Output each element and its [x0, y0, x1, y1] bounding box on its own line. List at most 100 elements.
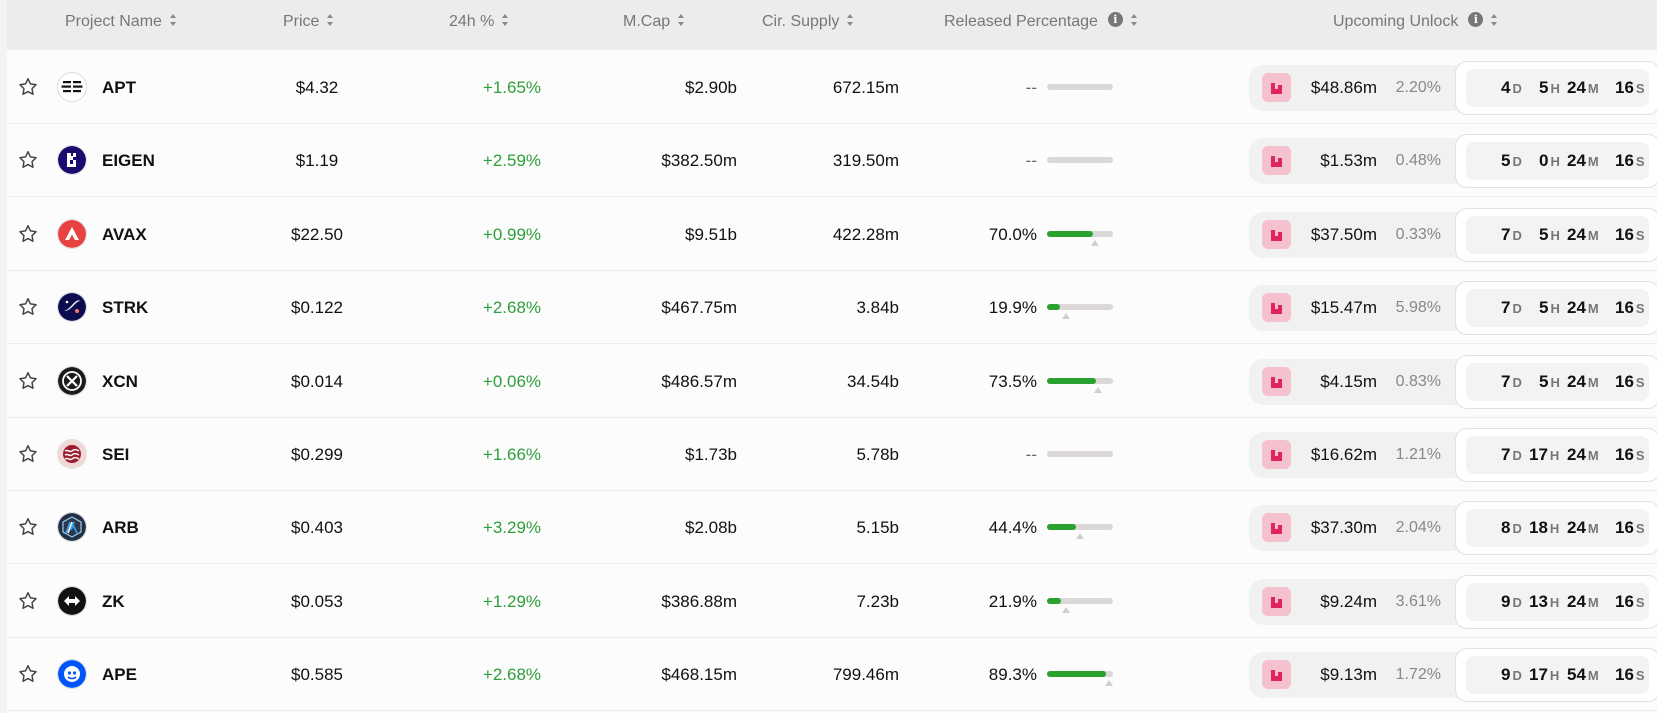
favorite-star-icon[interactable] — [17, 663, 39, 685]
countdown-d-unit: D — [1512, 81, 1522, 96]
countdown-inner: 9 D 17 H 54 M 16 S — [1466, 656, 1649, 695]
countdown-d-unit: D — [1512, 154, 1522, 170]
header-released-percentage[interactable]: Released Percentage i — [944, 0, 1138, 44]
table-row[interactable]: STRK $0.122 +2.68% $467.75m 3.84b 19.9% $15.47… — [7, 271, 1657, 345]
unlock-chart-icon — [1262, 146, 1291, 176]
project-symbol[interactable]: SEI — [102, 445, 130, 464]
upcoming-unlock-card[interactable]: $4.15m 0.83% 7 D 5 H 24 M 16 S — [1249, 354, 1657, 409]
eigen-logo-icon — [57, 145, 87, 176]
project-symbol[interactable]: APT — [102, 78, 136, 97]
countdown-h-value: 0 — [1539, 151, 1549, 171]
countdown-d-unit: D — [1512, 374, 1522, 390]
unlock-percentage: 1.21% — [1395, 446, 1441, 463]
upcoming-unlock-card[interactable]: $48.86m 2.20% 4 D 5 H 24 M 16 S — [1249, 61, 1657, 115]
favorite-star-icon[interactable] — [17, 443, 39, 465]
released-progress-bar — [1047, 597, 1113, 613]
sort-icon[interactable] — [327, 13, 334, 26]
project-symbol[interactable]: XCN — [102, 371, 138, 391]
favorite-star-icon[interactable] — [17, 76, 39, 98]
change-24h-value: +0.06% — [482, 371, 542, 391]
released-percentage-value: 73.5% — [988, 371, 1037, 391]
info-icon[interactable]: i — [1107, 12, 1123, 28]
cir-supply-value: 422.28m — [832, 224, 899, 244]
project-symbol[interactable]: ZK — [102, 591, 125, 611]
unlock-countdown: 9 D 13 H 24 M 16 S — [1455, 574, 1657, 629]
project-symbol[interactable]: APE — [102, 665, 137, 685]
header-24h-change[interactable]: 24h % — [449, 0, 509, 44]
released-percentage-value: 19.9% — [988, 298, 1037, 318]
upcoming-unlock-card[interactable]: $9.13m 1.72% 9 D 17 H 54 M 16 S — [1249, 648, 1657, 703]
unlock-chart-icon — [1262, 440, 1291, 469]
upcoming-unlock-card[interactable]: $37.30m 2.04% 8 D 18 H 24 M 16 S — [1249, 501, 1657, 556]
table-row[interactable]: ARB $0.403 +3.29% $2.08b 5.15b 44.4% $37.30m 2.… — [7, 491, 1657, 565]
favorite-star-icon[interactable] — [17, 149, 39, 171]
sei-logo-icon — [57, 439, 87, 469]
unlock-value: $37.50m — [1310, 224, 1377, 244]
upcoming-unlock-card[interactable]: $15.47m 5.98% 7 D 5 H 24 M 16 S — [1249, 281, 1657, 336]
unlock-percentage: 5.98% — [1395, 299, 1441, 317]
countdown-h: 17 H — [1529, 436, 1559, 474]
unlock-percentage: 0.83% — [1395, 372, 1441, 390]
header-price[interactable]: Price — [283, 0, 334, 44]
table-row[interactable]: EIGEN $1.19 +2.59% $382.50m 319.50m -- $1.53m 0… — [7, 124, 1657, 198]
project-symbol[interactable]: STRK — [102, 298, 149, 318]
countdown-s-unit: S — [1635, 374, 1645, 390]
project-symbol[interactable]: AVAX — [102, 224, 147, 244]
header-project-name[interactable]: Project Name — [65, 0, 177, 44]
unlock-countdown: 7 D 17 H 24 M 16 S — [1455, 428, 1657, 482]
mcap-value: $386.88m — [661, 591, 737, 611]
countdown-h-unit: H — [1549, 448, 1560, 463]
table-row[interactable]: APE $0.585 +2.68% $468.15m 799.46m 89.3% $9.13… — [7, 638, 1657, 712]
countdown-h: 13 H — [1529, 583, 1559, 621]
table-row[interactable]: APT $4.32 +1.65% $2.90b 672.15m -- $48.86m 2.20… — [7, 51, 1657, 124]
header-mcap[interactable]: M.Cap — [623, 0, 685, 44]
sort-icon[interactable] — [169, 13, 177, 26]
mcap-value: $1.73b — [685, 445, 737, 464]
sort-icon[interactable] — [1491, 13, 1498, 26]
countdown-m-unit: M — [1587, 81, 1599, 96]
header-upcoming-unlock[interactable]: Upcoming Unlock i — [1333, 0, 1498, 44]
favorite-star-icon[interactable] — [17, 370, 39, 392]
unlock-value: $9.13m — [1320, 665, 1377, 685]
countdown-s-value: 16 — [1615, 224, 1634, 244]
sort-icon[interactable] — [502, 13, 509, 26]
countdown-s-unit: S — [1635, 521, 1645, 537]
favorite-star-icon[interactable] — [17, 223, 39, 245]
countdown-m-unit: M — [1587, 668, 1599, 684]
countdown-m-unit: M — [1587, 521, 1599, 537]
project-symbol[interactable]: EIGEN — [102, 151, 155, 171]
header-cir-supply[interactable]: Cir. Supply — [762, 0, 854, 44]
unlock-percentage: 1.72% — [1395, 666, 1441, 684]
upcoming-unlock-card[interactable]: $16.62m 1.21% 7 D 17 H 24 M 16 S — [1249, 428, 1657, 482]
table-header: Project Name Price 24h % M.Cap Cir. Supp… — [7, 0, 1657, 50]
countdown-m: 54 M — [1567, 656, 1599, 694]
price-value: $0.122 — [291, 298, 343, 318]
sort-icon[interactable] — [1130, 13, 1138, 26]
info-icon[interactable]: i — [1468, 12, 1484, 28]
favorite-star-icon[interactable] — [17, 590, 39, 612]
table-row[interactable]: XCN $0.014 +0.06% $486.57m 34.54b 73.5% $4.15m… — [7, 344, 1657, 418]
favorite-star-icon[interactable] — [17, 296, 39, 318]
mcap-value: $2.90b — [685, 78, 737, 97]
countdown-h-unit: H — [1549, 668, 1560, 684]
countdown-s-value: 16 — [1615, 518, 1634, 538]
sort-icon[interactable] — [847, 13, 854, 26]
sort-icon[interactable] — [678, 13, 685, 26]
table-row[interactable]: AVAX $22.50 +0.99% $9.51b 422.28m 70.0% $37.50… — [7, 197, 1657, 271]
favorite-star-icon[interactable] — [17, 516, 39, 538]
table-row[interactable]: ZK $0.053 +1.29% $386.88m 7.23b 21.9% $9.24m 3.… — [7, 564, 1657, 638]
upcoming-unlock-card[interactable]: $9.24m 3.61% 9 D 13 H 24 M 16 S — [1249, 574, 1657, 629]
countdown-m-value: 24 — [1567, 371, 1586, 391]
upcoming-unlock-card[interactable]: $37.50m 0.33% 7 D 5 H 24 M 16 S — [1249, 207, 1657, 262]
countdown-s: 16 S — [1615, 216, 1645, 254]
countdown-m-value: 24 — [1567, 518, 1586, 538]
table-row[interactable]: SEI $0.299 +1.66% $1.73b 5.78b -- $16.62m 1.21%… — [7, 418, 1657, 491]
released-percentage-value: 21.9% — [988, 591, 1037, 611]
upcoming-unlock-card[interactable]: $1.53m 0.48% 5 D 0 H 24 M 16 S — [1249, 134, 1657, 189]
countdown-s-unit: S — [1635, 594, 1645, 610]
cir-supply-value: 799.46m — [832, 665, 899, 685]
project-symbol[interactable]: ARB — [102, 518, 139, 538]
released-progress-fill — [1047, 524, 1077, 531]
cir-supply-value: 7.23b — [856, 591, 899, 611]
